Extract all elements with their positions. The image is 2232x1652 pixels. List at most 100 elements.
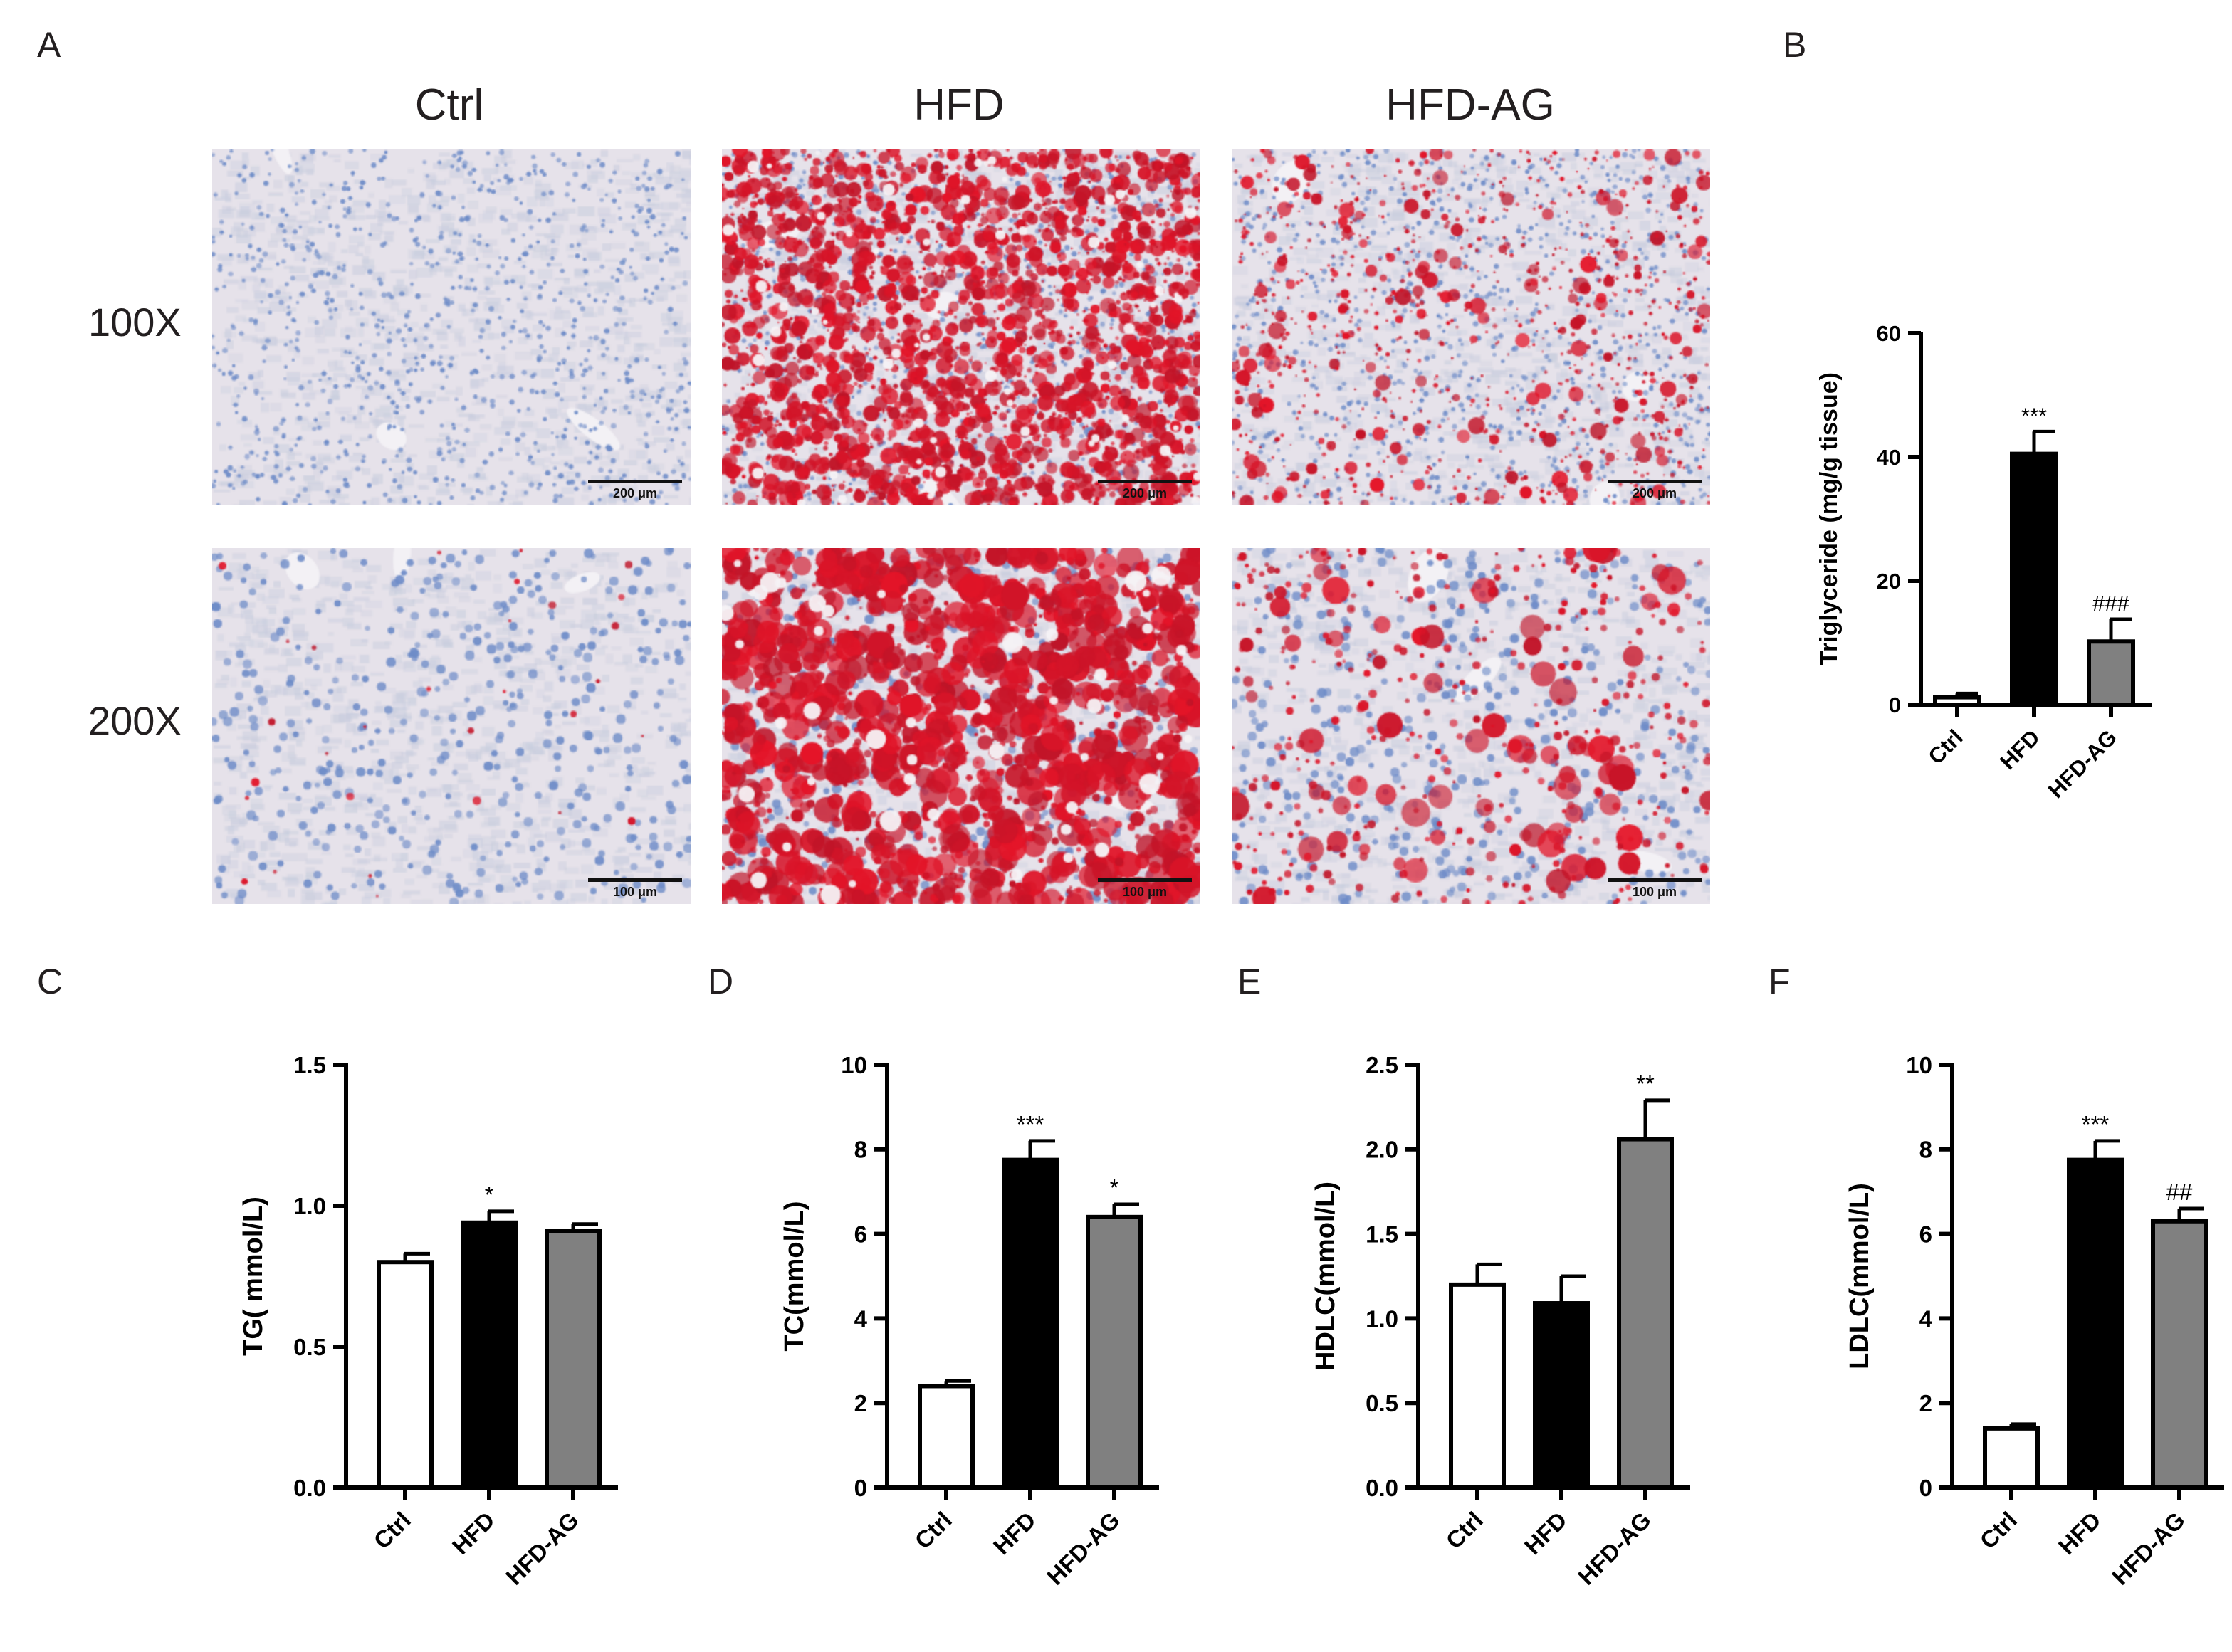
x-tick-label: HFD-AG [1042, 1507, 1125, 1590]
column-header-hfd-ag: HFD-AG [1385, 80, 1555, 130]
bar-ctrl [1449, 1282, 1506, 1490]
y-axis-label: TC(mmol/L) [780, 1201, 810, 1351]
y-tick-label: 60 [1877, 321, 1901, 346]
row-header-100x: 100X [88, 300, 182, 344]
significance-label: *** [1017, 1111, 1044, 1137]
y-tick-label: 2 [1919, 1390, 1932, 1416]
y-tick-label: 1.0 [1366, 1305, 1398, 1332]
y-tick-label: 0.0 [1366, 1475, 1398, 1501]
x-tick-label: HFD [1519, 1507, 1572, 1559]
y-tick-label: 0.0 [293, 1475, 326, 1501]
y-axis-label: Triglyceride (mg/g tissue) [1816, 372, 1843, 665]
column-header-hfd: HFD [913, 80, 1005, 130]
scale-label: 100 μm [1632, 885, 1677, 899]
bar-hfd-ag [1086, 1214, 1143, 1490]
y-axis-label: HDLC(mmol/L) [1311, 1182, 1341, 1371]
bar-ctrl [1933, 695, 1981, 707]
significance-label: *** [2021, 403, 2047, 428]
y-tick-label: 0.5 [1366, 1390, 1398, 1416]
scale-bar: 100 μm [1608, 878, 1702, 900]
micrograph-ctrl-200x: 100 μm [212, 548, 691, 904]
micrograph-hfd-ag-100x: 200 μm [1232, 149, 1710, 505]
scale-bar: 200 μm [1098, 480, 1192, 501]
bar-hfd-ag [2087, 639, 2135, 707]
panel-letter-f: F [1769, 962, 1791, 1001]
y-tick-label: 0.5 [293, 1334, 326, 1360]
bar-hfd [1002, 1157, 1059, 1490]
scale-label: 100 μm [1122, 885, 1168, 899]
y-tick-label: 2 [854, 1390, 867, 1416]
micrograph-hfd-200x: 100 μm [722, 548, 1200, 904]
significance-label: *** [2082, 1111, 2110, 1137]
y-tick-label: 1.5 [293, 1052, 326, 1078]
significance-label: * [485, 1182, 494, 1208]
bar-hfd [2010, 451, 2058, 707]
column-header-ctrl: Ctrl [414, 80, 484, 130]
panel-letter-c: C [37, 962, 63, 1001]
row-header-200x: 200X [88, 698, 182, 743]
chart-b-triglyceride: 0 20 40 60 Triglyceride (mg/g tissue) Ctrl ***… [1816, 321, 2152, 803]
scale-bar: 200 μm [588, 480, 682, 501]
y-axis-label: TG( mmol/L) [239, 1196, 268, 1356]
y-tick-label: 1.5 [1366, 1221, 1398, 1247]
y-tick-label: 6 [854, 1221, 867, 1247]
panel-letter-e: E [1237, 962, 1262, 1001]
y-tick-label: 0 [854, 1475, 867, 1501]
y-tick-label: 0 [1889, 693, 1901, 717]
chart-f-ldlc: 0 2 4 6 8 10 LDLC(mmol/L) Ctrl *** HFD ## HFD-AG [1845, 1052, 2224, 1590]
panel-letter-b: B [1783, 25, 1807, 65]
y-axis-label: LDLC(mmol/L) [1845, 1183, 1875, 1369]
x-tick-label: Ctrl [910, 1507, 957, 1554]
chart-d-tc: 0 2 4 6 8 10 TC(mmol/L) Ctrl *** HFD * HFD-AG [780, 1052, 1159, 1590]
x-tick-label: HFD [447, 1507, 500, 1559]
significance-label: ## [2166, 1179, 2193, 1205]
x-tick-label: Ctrl [1441, 1507, 1488, 1554]
x-tick-label: HFD [2053, 1507, 2106, 1559]
y-tick-label: 8 [1919, 1137, 1932, 1163]
y-tick-label: 40 [1877, 445, 1901, 470]
bar-hfd [1533, 1301, 1590, 1490]
x-tick-label: Ctrl [1975, 1507, 2022, 1554]
y-tick-label: 4 [854, 1305, 868, 1332]
x-tick-label: HFD [988, 1507, 1041, 1559]
bar-ctrl [377, 1260, 434, 1490]
y-tick-label: 0 [1919, 1475, 1932, 1501]
panel-letter-d: D [708, 962, 734, 1001]
significance-label: ** [1636, 1070, 1655, 1097]
scale-label: 200 μm [1122, 486, 1168, 500]
micrograph-ctrl-100x: 200 μm [212, 149, 691, 505]
bar-hfd-ag [1617, 1137, 1674, 1490]
scale-label: 200 μm [1632, 486, 1677, 500]
bar-hfd-ag [545, 1229, 602, 1490]
x-tick-label: Ctrl [1923, 725, 1968, 769]
x-tick-label: HFD-AG [1573, 1507, 1656, 1590]
y-tick-label: 6 [1919, 1221, 1932, 1247]
significance-label: * [1110, 1174, 1119, 1201]
bar-hfd [461, 1220, 518, 1490]
x-tick-label: HFD-AG [2043, 725, 2122, 803]
y-tick-label: 4 [1919, 1305, 1933, 1332]
y-tick-label: 8 [854, 1137, 867, 1163]
bar-hfd-ag [2151, 1219, 2208, 1490]
y-tick-label: 1.0 [293, 1193, 326, 1219]
bar-ctrl [1983, 1426, 2040, 1490]
micrograph-hfd-ag-200x: 100 μm [1232, 548, 1710, 904]
scale-label: 100 μm [612, 885, 658, 899]
y-tick-label: 20 [1877, 569, 1901, 594]
x-tick-label: HFD-AG [501, 1507, 584, 1590]
y-tick-label: 10 [841, 1052, 867, 1078]
chart-c-tg: 0.0 0.5 1.0 1.5 TG( mmol/L) Ctrl * HFD HFD-AG [239, 1052, 618, 1590]
x-tick-label: Ctrl [369, 1507, 416, 1554]
y-tick-label: 10 [1906, 1052, 1932, 1078]
scale-bar: 200 μm [1608, 480, 1702, 501]
significance-label: ### [2092, 591, 2129, 616]
scale-bar: 100 μm [588, 878, 682, 900]
bar-hfd [2067, 1157, 2124, 1490]
bar-ctrl [918, 1384, 975, 1490]
chart-e-hdlc: 0.0 0.5 1.0 1.5 2.0 2.5 HDLC(mmol/L) Ctrl HFD ** H… [1311, 1052, 1690, 1590]
x-tick-label: HFD [1995, 725, 2045, 774]
scale-bar: 100 μm [1098, 878, 1192, 900]
panel-letter-a: A [37, 25, 61, 65]
micrograph-hfd-100x: 200 μm [722, 149, 1200, 505]
y-tick-label: 2.0 [1366, 1137, 1398, 1163]
